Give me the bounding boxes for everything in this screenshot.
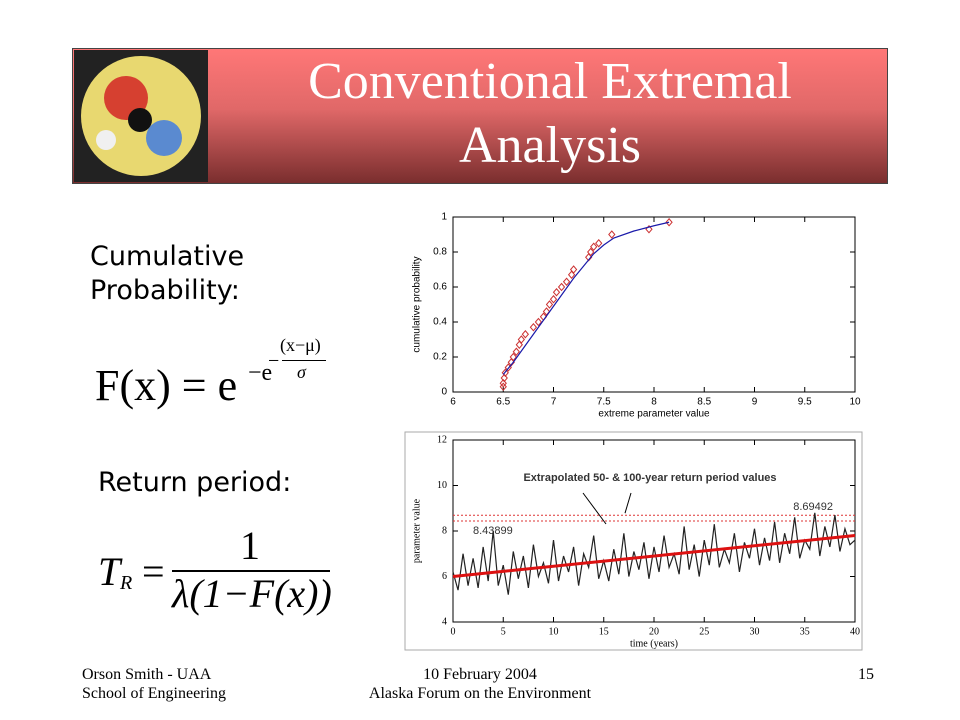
y-tick-label: 0.6 bbox=[433, 282, 447, 293]
data-point bbox=[529, 322, 538, 332]
data-point bbox=[512, 347, 520, 357]
footer-text: Orson Smith - UAA bbox=[82, 666, 212, 683]
data-line bbox=[502, 221, 670, 375]
y-tick-label: 0.4 bbox=[433, 317, 447, 328]
footer-left: Orson Smith - UAA School of Engineering bbox=[82, 665, 226, 703]
x-tick-label: 6.5 bbox=[496, 397, 510, 408]
x-tick-label: 15 bbox=[599, 626, 609, 637]
y-tick-label: 4 bbox=[442, 616, 447, 627]
plot-area bbox=[452, 216, 856, 393]
data-point bbox=[517, 335, 525, 344]
x-axis-label: time (years) bbox=[630, 638, 678, 649]
x-tick-label: 30 bbox=[750, 626, 760, 637]
header-bar bbox=[72, 48, 888, 184]
formula-sign: − bbox=[268, 350, 280, 372]
arrow bbox=[582, 492, 607, 525]
formula-den: λ(1−F(x)) bbox=[172, 571, 332, 616]
reference-label: 8.69492 bbox=[793, 501, 833, 513]
y-tick-label: 0.8 bbox=[433, 247, 447, 258]
x-tick-label: 9.5 bbox=[798, 397, 812, 408]
footer-center: 10 February 2004 Alaska Forum on the Envi… bbox=[330, 665, 630, 703]
footer-text: 10 February 2004 bbox=[423, 666, 537, 683]
data-point bbox=[501, 368, 509, 378]
y-tick-label: 0 bbox=[441, 387, 447, 398]
y-tick-label: 8 bbox=[442, 525, 447, 536]
formula-num: 1 bbox=[240, 523, 260, 568]
data-line bbox=[452, 512, 856, 595]
data-point bbox=[549, 294, 558, 304]
arrow bbox=[624, 492, 632, 514]
data-point bbox=[608, 230, 616, 239]
data-point bbox=[545, 300, 554, 309]
x-tick-label: 7.5 bbox=[597, 397, 611, 408]
reference-label: 8.43899 bbox=[473, 525, 513, 537]
x-tick-label: 35 bbox=[800, 626, 810, 637]
globe-image bbox=[74, 50, 208, 182]
data-point bbox=[569, 265, 578, 274]
annotation: Extrapolated 50- & 100-year return perio… bbox=[523, 472, 776, 484]
x-tick-label: 10 bbox=[549, 626, 559, 637]
formula-eq: = bbox=[142, 549, 165, 594]
x-tick-label: 6 bbox=[450, 397, 456, 408]
data-point bbox=[542, 307, 551, 316]
data-point bbox=[557, 282, 566, 292]
x-tick-label: 0 bbox=[451, 626, 456, 637]
y-tick-label: 10 bbox=[437, 480, 447, 491]
data-point bbox=[562, 277, 571, 287]
x-tick-label: 7 bbox=[551, 397, 557, 408]
x-tick-label: 10 bbox=[849, 397, 861, 408]
data-point bbox=[534, 317, 543, 327]
x-tick-label: 25 bbox=[699, 626, 709, 637]
x-axis-label: extreme parameter value bbox=[598, 409, 710, 420]
x-tick-label: 8 bbox=[651, 397, 657, 408]
return-label: Return period: bbox=[98, 467, 292, 498]
data-point bbox=[552, 287, 561, 297]
y-axis-label: parameter value bbox=[411, 498, 422, 563]
footer-text: School of Engineering bbox=[82, 685, 226, 702]
data-point bbox=[587, 247, 595, 257]
formula-lhs: F(x) = e bbox=[95, 361, 238, 410]
data-point bbox=[595, 238, 603, 248]
data-point bbox=[590, 242, 598, 252]
fraction-bar bbox=[282, 360, 326, 361]
page-number: 15 bbox=[858, 666, 874, 683]
fraction-bar bbox=[172, 570, 330, 572]
formula-sub: R bbox=[120, 572, 133, 594]
formula-den: σ bbox=[297, 362, 306, 382]
data-point bbox=[509, 352, 517, 362]
data-point bbox=[500, 373, 508, 383]
y-tick-label: 0.2 bbox=[433, 352, 447, 363]
slide-title: Conventional Extremal Analysis bbox=[308, 53, 792, 174]
x-tick-label: 8.5 bbox=[697, 397, 711, 408]
formula-exp: −e bbox=[248, 360, 273, 386]
data-point bbox=[521, 329, 530, 339]
formula-num: (x−μ) bbox=[280, 335, 321, 355]
data-point bbox=[665, 217, 673, 227]
data-point bbox=[499, 378, 507, 388]
x-tick-label: 9 bbox=[752, 397, 758, 408]
footer-text: Alaska Forum on the Environment bbox=[368, 685, 592, 702]
data-line bbox=[452, 534, 856, 578]
data-point bbox=[499, 382, 507, 392]
y-tick-label: 6 bbox=[442, 571, 447, 582]
x-tick-label: 20 bbox=[649, 626, 659, 637]
x-tick-label: 40 bbox=[850, 626, 860, 637]
cumulative-label: Cumulative Probability: bbox=[90, 241, 245, 306]
y-tick-label: 1 bbox=[441, 212, 447, 223]
y-axis-label: cumulative probability bbox=[412, 256, 423, 352]
y-tick-label: 12 bbox=[437, 434, 447, 445]
formula-t: T bbox=[98, 549, 121, 594]
plot-area bbox=[452, 439, 856, 623]
x-tick-label: 5 bbox=[501, 626, 506, 637]
